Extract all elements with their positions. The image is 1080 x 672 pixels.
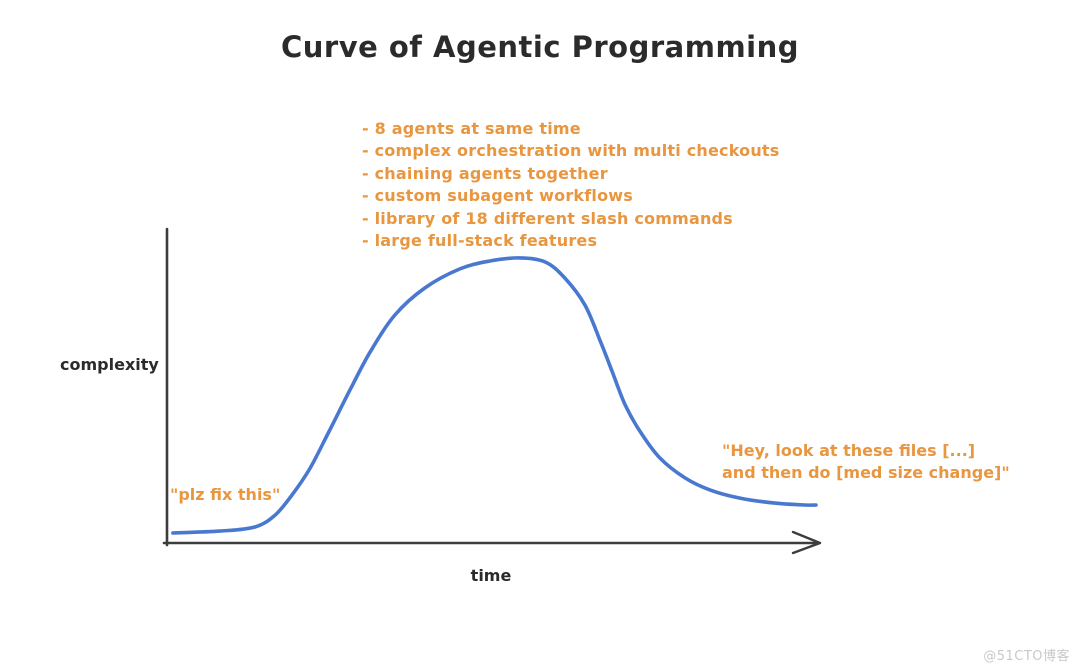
curve-start-annotation: "plz fix this": [170, 485, 281, 504]
curve-end-annotation-line1: "Hey, look at these files [...]: [722, 441, 976, 460]
x-axis-label: time: [470, 566, 512, 585]
peak-annotation-item: - library of 18 different slash commands: [362, 208, 733, 228]
peak-annotation-item: - complex orchestration with multi check…: [362, 141, 780, 161]
peak-annotation-item: - chaining agents together: [362, 163, 608, 183]
peak-annotation-item: - custom subagent workflows: [362, 186, 634, 206]
chart-title: Curve of Agentic Programming: [280, 30, 800, 64]
peak-annotation-item: - large full-stack features: [362, 231, 598, 251]
complexity-curve: [171, 256, 818, 535]
curve-end-annotation: "Hey, look at these files [...] and then…: [722, 440, 1010, 484]
peak-annotation-list: - 8 agents at same time - complex orches…: [362, 118, 780, 252]
curve-end-annotation-line2: and then do [med size change]": [722, 463, 1010, 482]
x-axis-arrowhead-icon: [791, 530, 822, 555]
peak-annotation-item: - 8 agents at same time: [362, 119, 581, 138]
watermark: @51CTO博客: [983, 649, 1070, 664]
y-axis-label: complexity: [60, 355, 159, 374]
